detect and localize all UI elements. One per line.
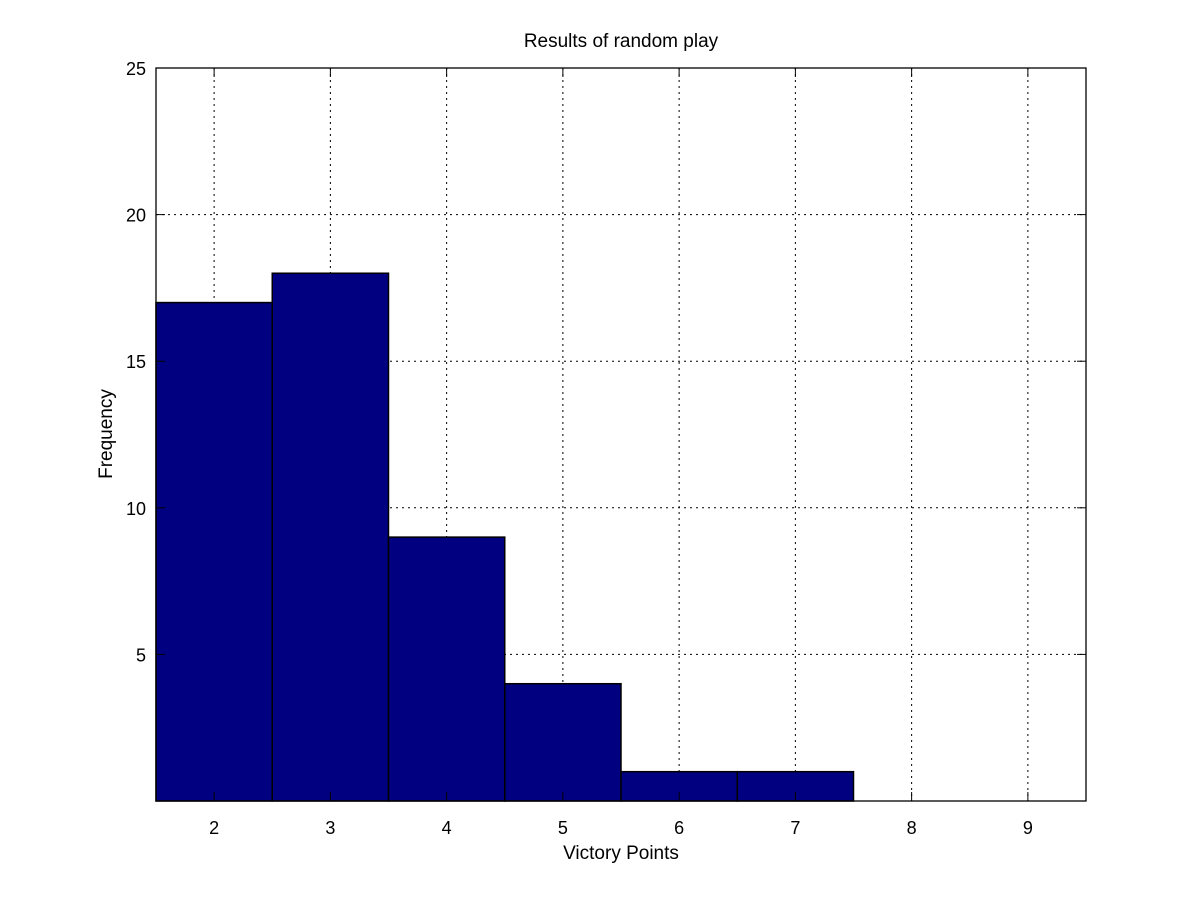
y-tick-label: 15 <box>126 352 146 372</box>
x-tick-label: 7 <box>790 818 800 838</box>
bar <box>271 272 390 802</box>
tick-marks <box>156 67 1086 801</box>
x-tick-labels: 2 3 4 5 6 7 8 9 <box>209 818 1033 838</box>
x-tick-label: 2 <box>209 818 219 838</box>
y-tick-label: 10 <box>126 499 146 519</box>
x-axis-label: Victory Points <box>563 843 679 864</box>
plot-frame <box>155 67 1087 802</box>
bars <box>155 272 855 802</box>
y-tick-label: 25 <box>126 59 146 79</box>
x-tick-label: 4 <box>442 818 452 838</box>
y-tick-labels: 5 10 15 20 25 <box>126 59 146 665</box>
x-tick-label: 9 <box>1023 818 1033 838</box>
x-tick-label: 5 <box>558 818 568 838</box>
y-tick-label: 20 <box>126 206 146 226</box>
y-tick-label: 5 <box>136 645 146 665</box>
chart-title: Results of random play <box>524 31 719 52</box>
bar <box>387 536 506 802</box>
bar <box>504 682 622 802</box>
x-tick-label: 6 <box>674 818 684 838</box>
x-tick-label: 8 <box>907 818 917 838</box>
y-axis-label: Frequency <box>96 389 117 479</box>
x-tick-label: 3 <box>325 818 335 838</box>
bar <box>155 301 273 802</box>
